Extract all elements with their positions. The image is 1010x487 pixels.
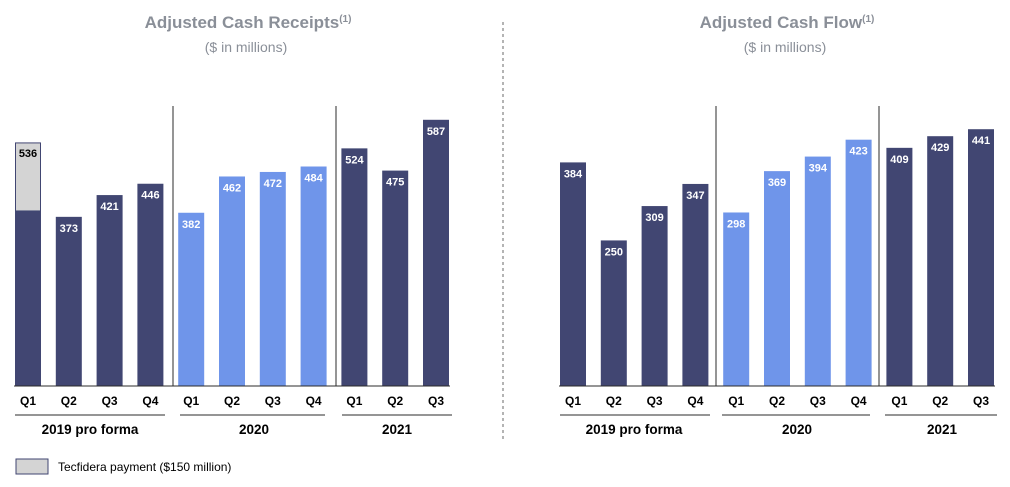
chart-subtitle: ($ in millions) [205,39,287,55]
group-label: 2021 [382,422,413,437]
x-tick-label: Q3 [647,394,663,408]
bar-q2-1 [55,216,82,386]
x-tick-label: Q4 [687,394,703,408]
group-label: 2019 pro forma [42,422,139,437]
bar-value-label: 384 [564,168,583,180]
bar-value-label: 441 [972,135,990,147]
x-tick-label: Q3 [428,394,444,408]
x-tick-label: Q3 [265,394,281,408]
bar-value-label: 423 [849,146,867,158]
legend-label-tecfidera: Tecfidera payment ($150 million) [58,460,231,474]
group-label: 2019 pro forma [586,422,683,437]
bar-q2-5 [219,176,245,386]
adjusted-cash-flow-chart: Adjusted Cash Flow(1) ($ in millions) 384 Q… [559,13,997,437]
bar-value-label: 394 [809,163,828,175]
bar-value-label: 369 [768,177,786,189]
bar-value-label: 484 [304,173,323,185]
bar-q2-9 [927,136,954,386]
bar-q3-6 [804,156,831,386]
bar-q4-7 [300,166,327,386]
bar-value-label: 250 [605,246,623,258]
x-tick-label: Q2 [769,394,785,408]
bar-q1-4 [723,212,750,386]
x-tick-label: Q2 [61,394,77,408]
bar-q1-4 [178,212,205,386]
chart-title-text: Adjusted Cash Receipts [145,13,340,32]
chart-subtitle: ($ in millions) [744,39,826,55]
x-tick-label: Q4 [142,394,158,408]
bar-q2-5 [764,171,790,386]
bar-value-label: 536 [19,148,37,160]
x-tick-label: Q1 [183,394,199,408]
bar-q3-10 [423,119,449,386]
bar-value-label: 409 [890,154,908,166]
chart-title: Adjusted Cash Receipts(1) [145,13,352,32]
legend: Tecfidera payment ($150 million) [15,458,231,475]
bar-q1-8 [886,147,913,386]
bar-value-label: 421 [100,201,118,213]
bar-q3-10 [968,129,994,387]
group-label: 2021 [927,422,958,437]
x-tick-label: Q2 [387,394,403,408]
legend-swatch-tecfidera [15,458,49,475]
bar-value-label: 382 [182,219,200,231]
x-tick-label: Q2 [224,394,240,408]
x-tick-label: Q1 [891,394,907,408]
x-tick-label: Q3 [102,394,118,408]
bar-q3-2 [641,206,668,386]
chart-title-text: Adjusted Cash Flow [700,13,863,32]
chart-title-superscript: (1) [339,14,351,25]
bar-q3-6 [259,171,286,386]
bar-q3-2 [96,195,123,386]
bar-q2-1 [600,240,627,386]
x-tick-label: Q2 [932,394,948,408]
x-tick-label: Q2 [606,394,622,408]
bar-value-label: 309 [645,212,663,224]
bar-tecfidera-segment [15,142,41,212]
chart-title: Adjusted Cash Flow(1) [700,13,875,32]
bar-q4-3 [137,183,164,386]
x-tick-label: Q4 [306,394,322,408]
group-label: 2020 [782,422,812,437]
bar-value-label: 298 [727,218,745,230]
bar-q1-8 [341,148,368,386]
x-tick-label: Q1 [346,394,362,408]
bar-value-label: 524 [345,154,364,166]
bar-value-label: 462 [223,182,241,194]
x-tick-label: Q3 [973,394,989,408]
bar-q1-0 [560,162,586,386]
x-tick-label: Q3 [810,394,826,408]
bar-value-label: 587 [427,126,445,138]
bar-q4-7 [845,139,872,386]
bar-q2-9 [382,170,409,386]
adjusted-cash-receipts-chart: Adjusted Cash Receipts(1) ($ in millions)… [14,13,452,437]
bar-value-label: 429 [931,142,949,154]
bar-q1-0 [15,210,41,386]
bar-value-label: 347 [686,190,704,202]
bar-value-label: 472 [264,178,282,190]
x-tick-label: Q1 [565,394,581,408]
group-label: 2020 [239,422,269,437]
bar-value-label: 475 [386,177,404,189]
bar-q4-3 [682,183,709,386]
bar-value-label: 373 [60,223,78,235]
x-tick-label: Q4 [851,394,867,408]
x-tick-label: Q1 [728,394,744,408]
bar-value-label: 446 [141,190,159,202]
x-tick-label: Q1 [20,394,36,408]
chart-title-superscript: (1) [862,14,874,25]
